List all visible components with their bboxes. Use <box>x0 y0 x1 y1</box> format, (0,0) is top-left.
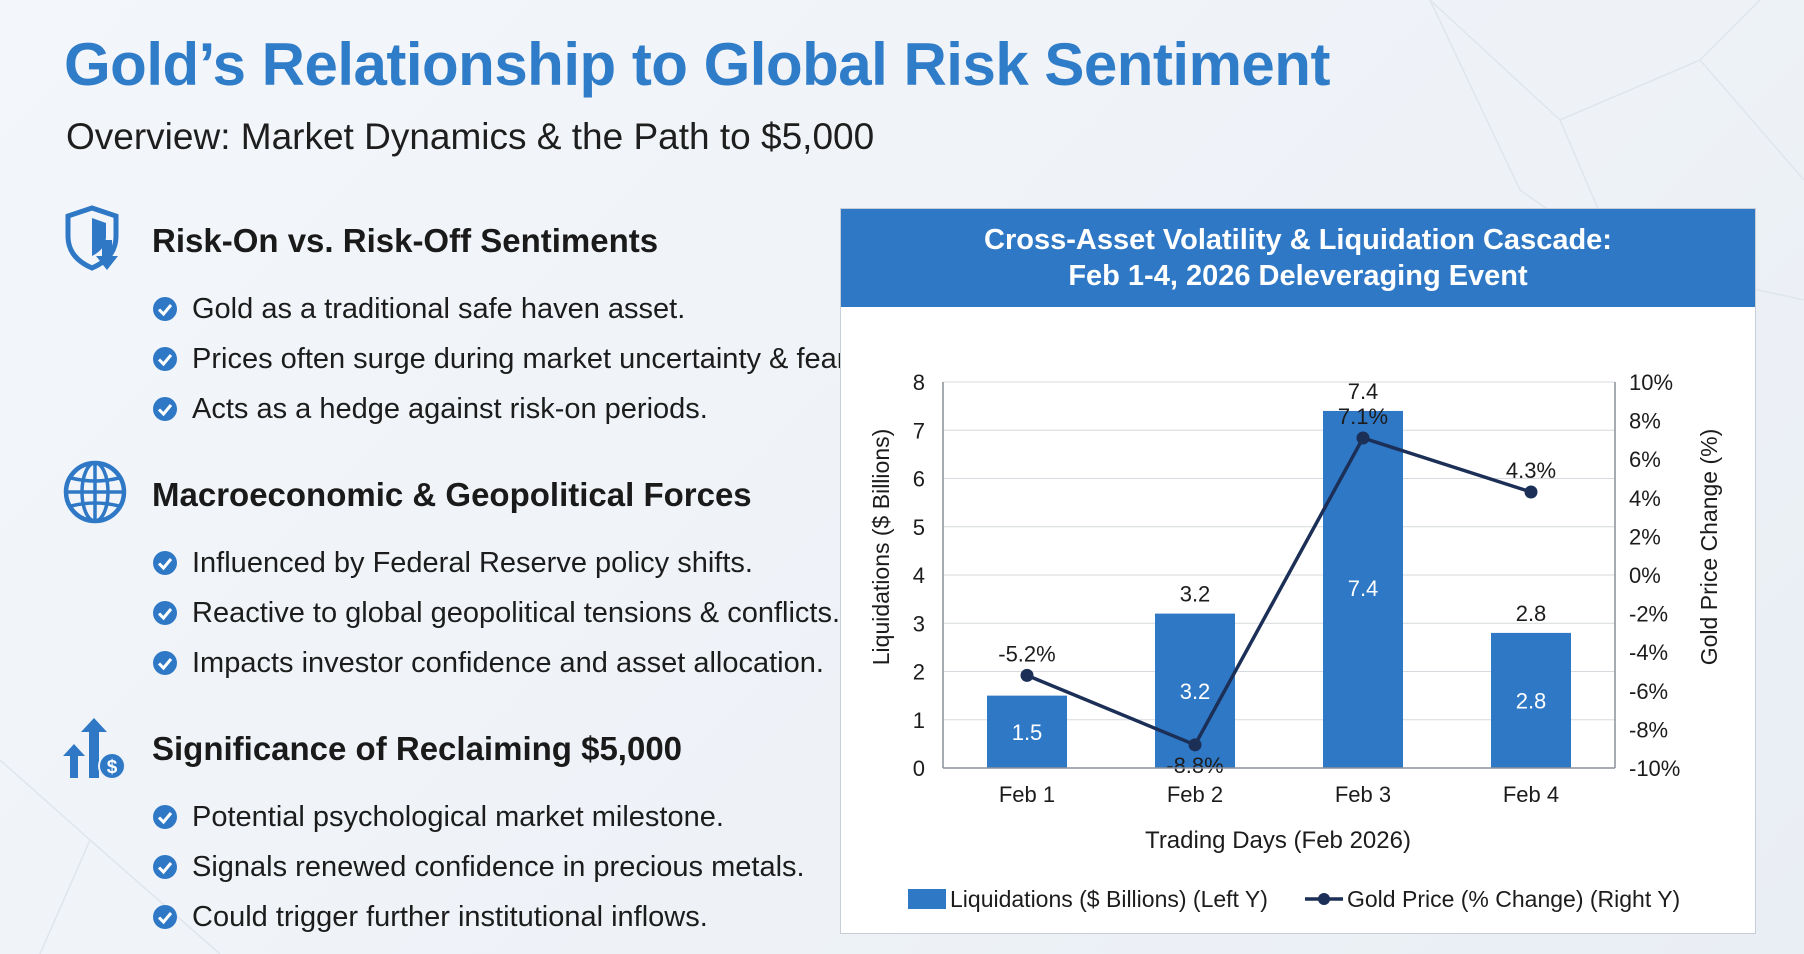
y-tick-right: 6% <box>1629 447 1661 472</box>
y-tick-right: 0% <box>1629 563 1661 588</box>
chart-legend: Liquidations ($ Billions) (Left Y) Gold … <box>908 886 1680 912</box>
gold-price-point <box>1020 668 1034 682</box>
y-tick-left: 6 <box>913 467 925 492</box>
check-circle-icon <box>153 601 177 625</box>
y-tick-right: 8% <box>1629 409 1661 434</box>
bar <box>1491 632 1571 768</box>
bullet-text: Impacts investor confidence and asset al… <box>192 646 824 679</box>
chart-header: Cross-Asset Volatility & Liquidation Cas… <box>841 209 1755 307</box>
gold-price-label: -8.8% <box>1166 753 1223 778</box>
y-tick-left: 7 <box>913 418 925 443</box>
chart-title-line-2: Feb 1-4, 2026 Deleveraging Event <box>1068 260 1528 292</box>
x-tick-label: Feb 3 <box>1335 782 1391 807</box>
section-heading: Risk-On vs. Risk-Off Sentiments <box>152 222 659 259</box>
list-item: Prices often surge during market uncerta… <box>152 334 853 384</box>
x-tick-label: Feb 1 <box>999 782 1055 807</box>
globe-icon <box>63 460 127 524</box>
check-circle-icon <box>153 397 177 421</box>
list-item: Potential psychological market milestone… <box>152 792 805 842</box>
gold-price-point <box>1524 485 1538 499</box>
bullet-text: Acts as a hedge against risk-on periods. <box>192 392 708 425</box>
y-tick-left: 2 <box>913 660 925 685</box>
y-tick-left: 0 <box>913 756 925 781</box>
y-tick-left: 3 <box>913 611 925 636</box>
x-axis-label: Trading Days (Feb 2026) <box>1145 827 1411 854</box>
legend-marker-gold <box>1318 893 1330 905</box>
bar-inner-label: 3.2 <box>1180 679 1211 704</box>
y-axis-right-label: Gold Price Change (%) <box>1696 429 1722 666</box>
y-tick-left: 1 <box>913 708 925 733</box>
gold-price-label: 4.3% <box>1506 458 1556 483</box>
bullet-list: Gold as a traditional safe haven asset. … <box>152 284 853 434</box>
check-circle-icon <box>153 347 177 371</box>
y-tick-right: 2% <box>1629 524 1661 549</box>
bullet-list: Potential psychological market milestone… <box>152 792 805 942</box>
bullet-text: Could trigger further institutional infl… <box>192 900 708 933</box>
shield-arrow-down-icon <box>65 205 119 271</box>
list-item: Impacts investor confidence and asset al… <box>152 638 840 688</box>
bullet-text: Prices often surge during market uncerta… <box>192 342 853 375</box>
bullet-text: Potential psychological market milestone… <box>192 800 724 833</box>
y-tick-left: 8 <box>913 370 925 395</box>
check-circle-icon <box>153 805 177 829</box>
chart-title-line-1: Cross-Asset Volatility & Liquidation Cas… <box>984 224 1612 256</box>
bullet-text: Influenced by Federal Reserve policy shi… <box>192 546 753 579</box>
list-item: Could trigger further institutional infl… <box>152 892 805 942</box>
list-item: Acts as a hedge against risk-on periods. <box>152 384 853 434</box>
y-tick-left: 4 <box>913 563 925 588</box>
page-title: Gold’s Relationship to Global Risk Senti… <box>64 31 1330 98</box>
check-circle-icon <box>153 551 177 575</box>
gold-price-point <box>1188 738 1202 752</box>
list-item: Reactive to global geopolitical tensions… <box>152 588 840 638</box>
check-circle-icon <box>153 855 177 879</box>
gold-price-point <box>1356 431 1370 445</box>
bar-value-label: 3.2 <box>1180 582 1211 607</box>
y-tick-right: 4% <box>1629 486 1661 511</box>
section-heading: Significance of Reclaiming $5,000 <box>152 730 683 767</box>
bar-inner-label: 1.5 <box>1012 720 1043 745</box>
bar <box>987 695 1067 768</box>
legend-label-liquidations: Liquidations ($ Billions) (Left Y) <box>950 886 1268 912</box>
y-tick-right: -2% <box>1629 602 1668 627</box>
arrows-up-dollar-icon: $ <box>63 718 126 780</box>
bullet-text: Signals renewed confidence in precious m… <box>192 850 805 883</box>
y-tick-right: 10% <box>1629 370 1673 395</box>
gold-price-line <box>1026 435 1532 748</box>
gold-price-label: 7.1% <box>1338 404 1388 429</box>
section-heading: Macroeconomic & Geopolitical Forces <box>152 476 752 513</box>
y-tick-right: -8% <box>1629 717 1668 742</box>
page-subtitle: Overview: Market Dynamics & the Path to … <box>66 116 875 157</box>
y-tick-right: -6% <box>1629 679 1668 704</box>
legend-swatch-liquidations <box>908 889 946 909</box>
list-item: Signals renewed confidence in precious m… <box>152 842 805 892</box>
svg-text:$: $ <box>107 757 118 778</box>
bar-inner-label: 7.4 <box>1348 576 1379 601</box>
check-circle-icon <box>153 651 177 675</box>
y-tick-right: -10% <box>1629 756 1680 781</box>
chart-plot: 1.53.23.2 7.47.42.82.8-5.2%-8.8%7.1%4.3% … <box>868 370 1722 912</box>
y-tick-right: -4% <box>1629 640 1668 665</box>
bar-value-label: 2.8 <box>1516 601 1547 626</box>
bar-value-label: 7.4 <box>1348 379 1379 404</box>
check-circle-icon <box>153 297 177 321</box>
list-item: Gold as a traditional safe haven asset. <box>152 284 853 334</box>
y-tick-left: 5 <box>913 515 925 540</box>
check-circle-icon <box>153 905 177 929</box>
list-item: Influenced by Federal Reserve policy shi… <box>152 538 840 588</box>
bullet-list: Influenced by Federal Reserve policy shi… <box>152 538 840 688</box>
bar-inner-label: 2.8 <box>1516 688 1547 713</box>
gold-price-label: -5.2% <box>998 641 1055 666</box>
bullet-text: Reactive to global geopolitical tensions… <box>192 596 841 629</box>
y-axis-left-label: Liquidations ($ Billions) <box>868 429 894 666</box>
chart-panel: Cross-Asset Volatility & Liquidation Cas… <box>840 208 1756 934</box>
x-tick-label: Feb 2 <box>1167 782 1223 807</box>
x-tick-label: Feb 4 <box>1503 782 1559 807</box>
bullet-text: Gold as a traditional safe haven asset. <box>192 292 686 325</box>
legend-label-gold: Gold Price (% Change) (Right Y) <box>1347 886 1680 912</box>
bar <box>1323 410 1403 768</box>
